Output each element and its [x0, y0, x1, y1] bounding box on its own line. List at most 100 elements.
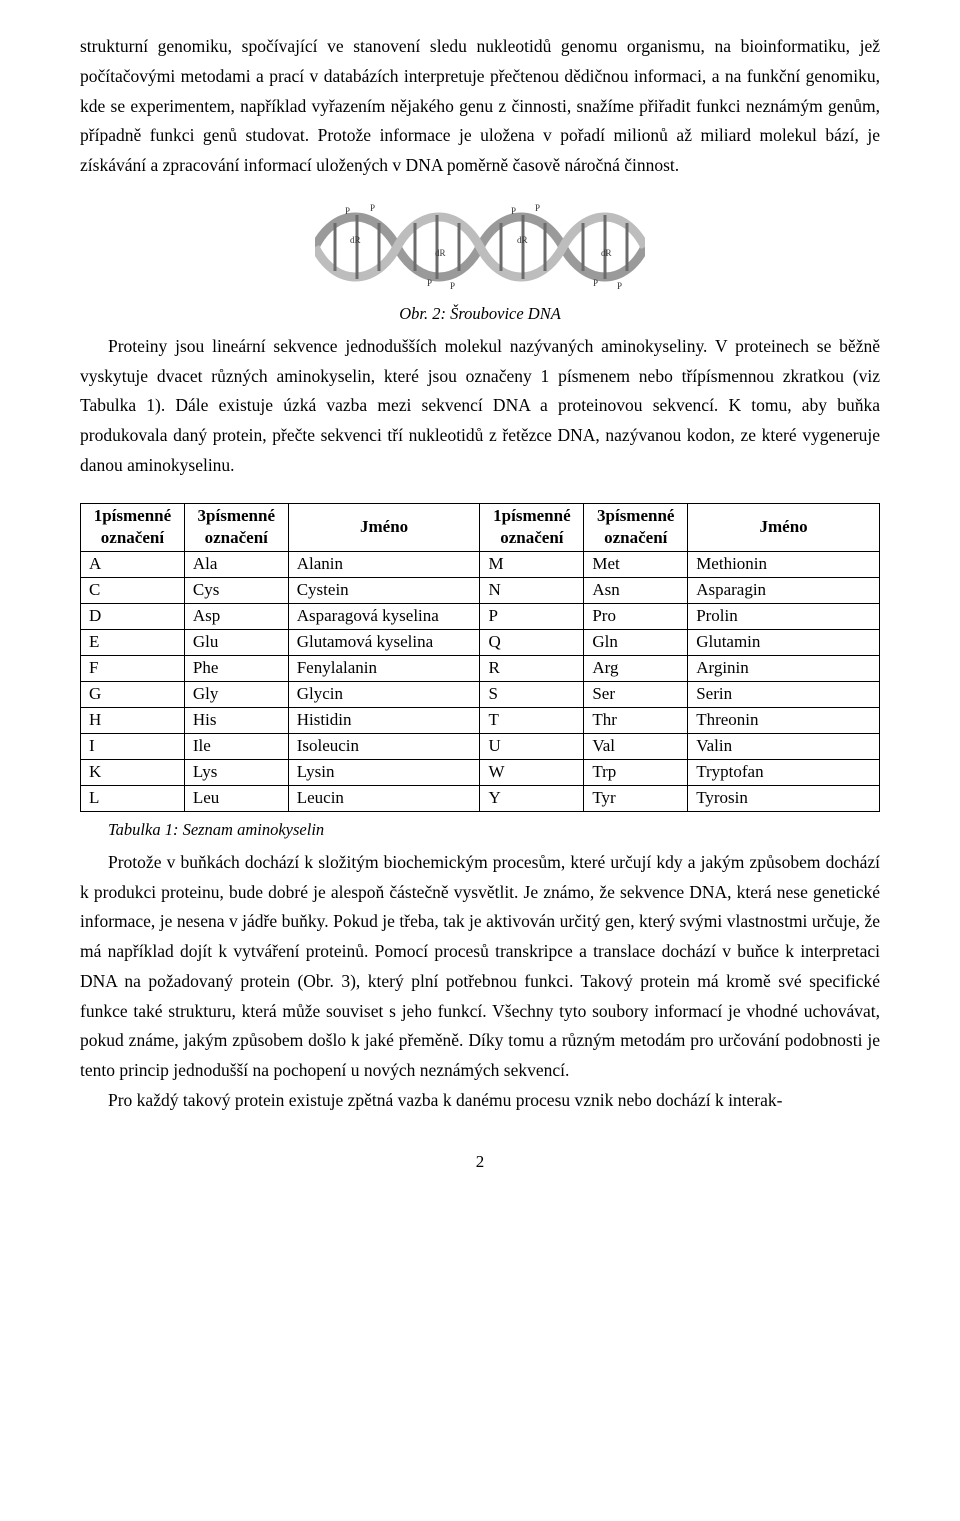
svg-text:dR: dR	[601, 248, 612, 258]
figure-caption: Obr. 2: Šroubovice DNA	[80, 304, 880, 324]
th-4: 1písmenné označení	[480, 503, 584, 552]
table-cell: Threonin	[688, 708, 880, 734]
paragraph-1: strukturní genomiku, spočívající ve stan…	[80, 32, 880, 181]
table-cell: Fenylalanin	[288, 656, 480, 682]
table-cell: E	[81, 630, 185, 656]
table-cell: Thr	[584, 708, 688, 734]
table-cell: I	[81, 733, 185, 759]
svg-text:dR: dR	[435, 248, 446, 258]
table-cell: Glutamová kyselina	[288, 630, 480, 656]
table-cell: U	[480, 733, 584, 759]
svg-text:P: P	[617, 281, 622, 291]
table-cell: Ser	[584, 682, 688, 708]
svg-text:P: P	[345, 206, 350, 216]
svg-text:P: P	[535, 203, 540, 213]
table-cell: Glutamin	[688, 630, 880, 656]
table-cell: Cystein	[288, 578, 480, 604]
paragraph-2: Proteiny jsou lineární sekvence jednoduš…	[80, 332, 880, 481]
table-cell: K	[81, 759, 185, 785]
table-cell: Asn	[584, 578, 688, 604]
th-3: Jméno	[288, 503, 480, 552]
table-cell: D	[81, 604, 185, 630]
th-5: 3písmenné označení	[584, 503, 688, 552]
table-cell: Prolin	[688, 604, 880, 630]
page-number: 2	[80, 1152, 880, 1172]
table-cell: His	[184, 708, 288, 734]
table-cell: Met	[584, 552, 688, 578]
table-cell: Glu	[184, 630, 288, 656]
table-cell: Asparagin	[688, 578, 880, 604]
th-1: 1písmenné označení	[81, 503, 185, 552]
th-6: Jméno	[688, 503, 880, 552]
table-cell: Pro	[584, 604, 688, 630]
table-cell: H	[81, 708, 185, 734]
table-header-row: 1písmenné označení 3písmenné označení Jm…	[81, 503, 880, 552]
table-row: LLeuLeucinYTyrTyrosin	[81, 785, 880, 811]
th-2: 3písmenné označení	[184, 503, 288, 552]
table-cell: F	[81, 656, 185, 682]
table-cell: Ile	[184, 733, 288, 759]
svg-text:dR: dR	[350, 235, 361, 245]
table-cell: Asparagová kyselina	[288, 604, 480, 630]
table-cell: Arginin	[688, 656, 880, 682]
table-cell: Gly	[184, 682, 288, 708]
table-cell: Lys	[184, 759, 288, 785]
table-cell: Asp	[184, 604, 288, 630]
table-caption: Tabulka 1: Seznam aminokyselin	[108, 820, 880, 840]
table-cell: Lysin	[288, 759, 480, 785]
svg-text:P: P	[370, 203, 375, 213]
table-cell: Histidin	[288, 708, 480, 734]
table-row: KLysLysinWTrpTryptofan	[81, 759, 880, 785]
table-cell: Leu	[184, 785, 288, 811]
table-cell: Glycin	[288, 682, 480, 708]
table-row: CCysCysteinNAsnAsparagin	[81, 578, 880, 604]
table-cell: A	[81, 552, 185, 578]
paragraph-3: Protože v buňkách dochází k složitým bio…	[80, 848, 880, 1086]
table-cell: Cys	[184, 578, 288, 604]
table-cell: Leucin	[288, 785, 480, 811]
table-cell: M	[480, 552, 584, 578]
svg-text:P: P	[427, 278, 432, 288]
svg-text:P: P	[593, 278, 598, 288]
table-cell: S	[480, 682, 584, 708]
table-cell: Trp	[584, 759, 688, 785]
table-row: AAlaAlaninMMetMethionin	[81, 552, 880, 578]
table-cell: Isoleucin	[288, 733, 480, 759]
table-cell: Y	[480, 785, 584, 811]
svg-text:dR: dR	[517, 235, 528, 245]
table-cell: Ala	[184, 552, 288, 578]
table-cell: Gln	[584, 630, 688, 656]
table-cell: Tyrosin	[688, 785, 880, 811]
table-cell: Alanin	[288, 552, 480, 578]
table-cell: Tryptofan	[688, 759, 880, 785]
table-cell: Serin	[688, 682, 880, 708]
table-cell: Methionin	[688, 552, 880, 578]
table-cell: L	[81, 785, 185, 811]
table-row: HHisHistidinTThrThreonin	[81, 708, 880, 734]
table-row: IIleIsoleucinUValValin	[81, 733, 880, 759]
table-cell: T	[480, 708, 584, 734]
amino-table: 1písmenné označení 3písmenné označení Jm…	[80, 503, 880, 812]
table-row: GGlyGlycinSSerSerin	[81, 682, 880, 708]
svg-text:P: P	[511, 206, 516, 216]
table-cell: P	[480, 604, 584, 630]
table-cell: Q	[480, 630, 584, 656]
table-row: EGluGlutamová kyselinaQGlnGlutamin	[81, 630, 880, 656]
paragraph-4: Pro každý takový protein existuje zpětná…	[80, 1086, 880, 1116]
dna-helix-svg: P P P P P P P P dR dR dR dR	[315, 201, 645, 293]
svg-text:P: P	[450, 281, 455, 291]
table-cell: Arg	[584, 656, 688, 682]
page: strukturní genomiku, spočívající ve stan…	[0, 0, 960, 1212]
table-cell: C	[81, 578, 185, 604]
table-cell: N	[480, 578, 584, 604]
table-cell: W	[480, 759, 584, 785]
amino-table-wrap: 1písmenné označení 3písmenné označení Jm…	[80, 503, 880, 840]
table-cell: Valin	[688, 733, 880, 759]
table-cell: Tyr	[584, 785, 688, 811]
table-cell: G	[81, 682, 185, 708]
table-cell: Val	[584, 733, 688, 759]
table-cell: Phe	[184, 656, 288, 682]
table-cell: R	[480, 656, 584, 682]
table-row: FPheFenylalaninRArgArginin	[81, 656, 880, 682]
figure-dna: P P P P P P P P dR dR dR dR	[80, 201, 880, 298]
